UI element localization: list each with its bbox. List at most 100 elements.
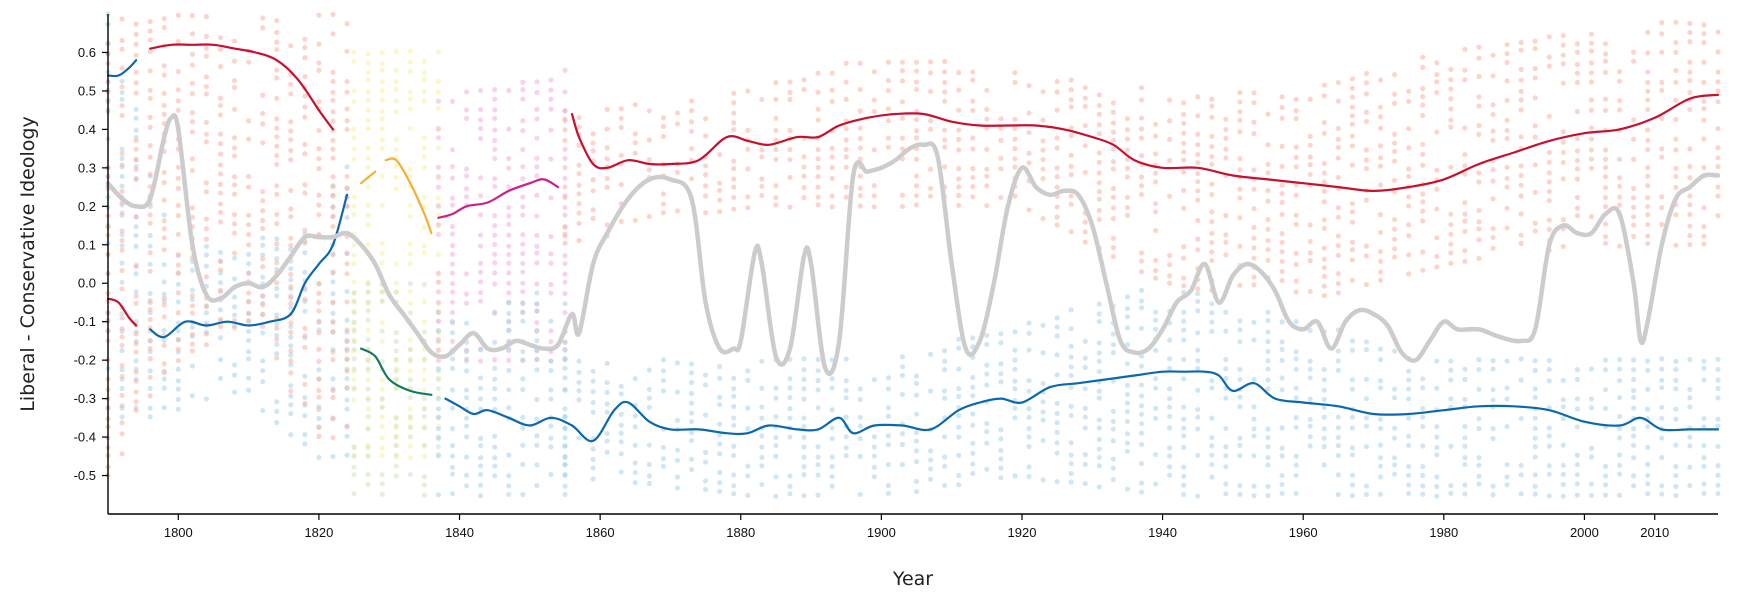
member-dot (492, 232, 498, 238)
member-dot (1673, 40, 1679, 46)
member-dot (1546, 188, 1552, 195)
member-dot (548, 358, 554, 364)
member-dot (1659, 115, 1665, 122)
member-dot (646, 367, 652, 373)
member-dot (463, 271, 470, 277)
member-dot (927, 118, 934, 124)
member-dot (1251, 319, 1257, 325)
member-dot (1659, 87, 1665, 93)
member-dot (407, 406, 413, 412)
member-dot (590, 215, 596, 221)
member-dot (759, 415, 765, 421)
member-dot (1645, 127, 1651, 133)
member-dot (815, 202, 821, 208)
member-dot (1701, 31, 1707, 37)
member-dot (147, 405, 153, 411)
member-dot (1124, 342, 1131, 348)
member-dot (147, 114, 153, 120)
member-dot (1138, 126, 1145, 132)
member-dot (393, 385, 399, 391)
member-dot (773, 96, 779, 103)
member-dot (688, 438, 695, 444)
member-dot (330, 192, 336, 199)
member-dot (365, 184, 371, 190)
member-dot (1265, 483, 1271, 490)
member-dot (1110, 120, 1116, 126)
member-dot (203, 252, 210, 258)
member-dot (407, 337, 413, 343)
member-dot (632, 131, 638, 137)
member-dot (1518, 97, 1524, 103)
member-dot (1504, 42, 1510, 48)
member-dot (998, 447, 1004, 454)
member-dot (1434, 484, 1440, 490)
member-dot (1181, 464, 1187, 470)
member-dot (731, 184, 737, 190)
member-dot (463, 89, 470, 95)
member-dot (133, 41, 139, 47)
member-dot (231, 362, 238, 368)
member-dot (942, 347, 948, 354)
member-dot (1223, 357, 1229, 363)
member-dot (175, 213, 181, 219)
member-dot (302, 93, 308, 99)
member-dot (1448, 86, 1454, 92)
member-dot (435, 203, 442, 209)
member-dot (1251, 235, 1257, 241)
member-dot (302, 227, 308, 233)
member-dot (1673, 242, 1679, 248)
member-dot (1406, 194, 1412, 200)
member-dot (1645, 461, 1651, 467)
member-dot (449, 338, 456, 344)
member-dot (161, 179, 167, 186)
member-dot (1152, 415, 1159, 421)
member-dot (815, 156, 821, 162)
member-dot (562, 365, 568, 371)
member-dot (1209, 133, 1215, 139)
member-dot (316, 202, 322, 208)
member-dot (1673, 366, 1679, 372)
member-dot (119, 183, 125, 189)
member-dot (1363, 80, 1370, 86)
member-dot (260, 121, 266, 127)
member-dot (1406, 222, 1412, 228)
member-dot (147, 154, 153, 160)
member-dot (1377, 269, 1384, 275)
member-dot (1588, 156, 1595, 162)
member-dot (885, 135, 891, 141)
member-dot (1237, 327, 1243, 333)
member-dot (1391, 140, 1398, 146)
member-dot (1265, 358, 1271, 364)
member-dot (288, 43, 294, 49)
member-dot (288, 383, 294, 389)
member-dot (1209, 452, 1215, 458)
member-dot (203, 131, 210, 137)
member-dot (1181, 111, 1187, 117)
member-dot (288, 81, 294, 87)
member-dot (421, 406, 427, 412)
member-dot (970, 440, 976, 446)
x-tick-label: 1820 (304, 525, 333, 540)
member-dot (393, 338, 399, 345)
member-dot (1645, 50, 1651, 56)
member-dot (1167, 425, 1173, 431)
member-dot (998, 475, 1004, 481)
member-dot (1124, 325, 1131, 331)
member-dot (562, 271, 568, 277)
member-dot (1335, 348, 1341, 354)
member-dot (1321, 366, 1327, 373)
member-dot (260, 256, 266, 262)
member-dot (1181, 283, 1187, 289)
member-dot (787, 376, 793, 382)
member-dot (913, 478, 920, 484)
member-dot (1096, 484, 1102, 490)
member-dot (773, 156, 779, 162)
member-dot (1167, 136, 1173, 143)
member-dot (1237, 109, 1243, 115)
y-tick-label: 0.5 (78, 83, 96, 98)
member-dot (1082, 355, 1088, 361)
member-dot (984, 166, 990, 172)
member-dot (119, 385, 125, 391)
member-dot (1602, 147, 1609, 153)
member-dot (759, 404, 765, 410)
